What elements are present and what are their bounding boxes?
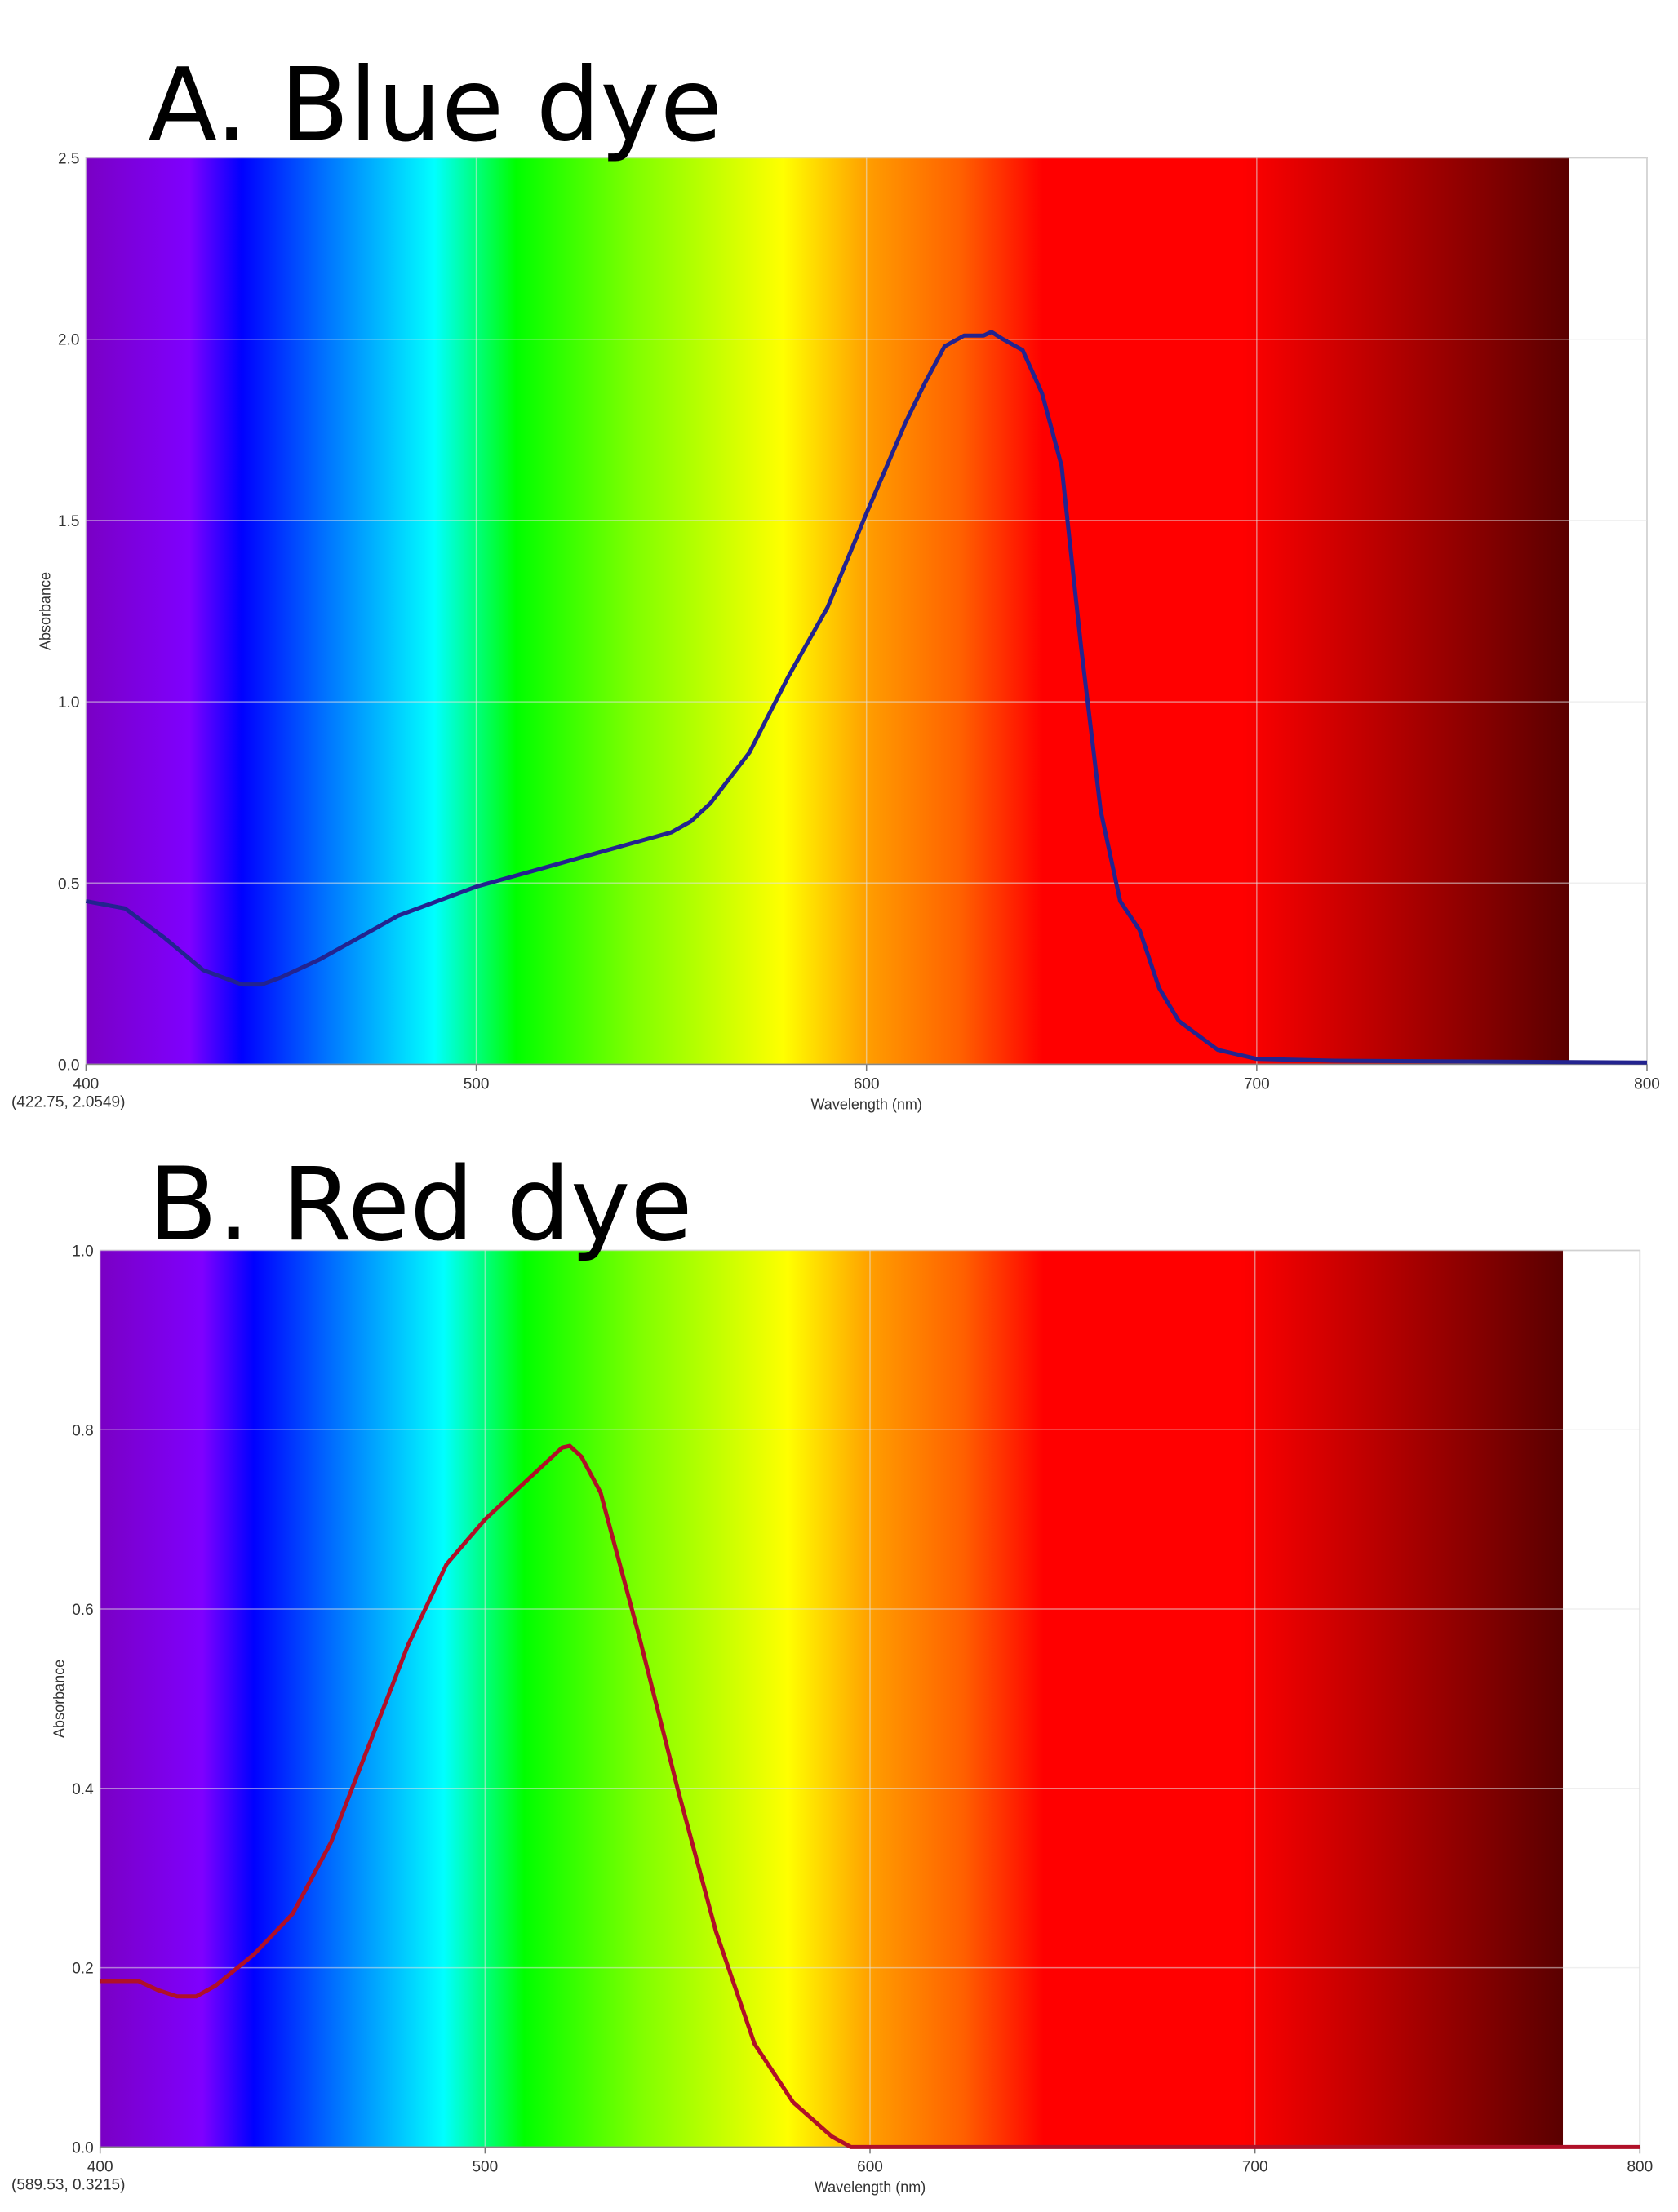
x-tick-label: 700 bbox=[1242, 2158, 1268, 2175]
y-tick-label: 2.5 bbox=[58, 151, 79, 168]
y-tick-label: 0.4 bbox=[72, 1781, 94, 1798]
x-tick-label: 600 bbox=[854, 1075, 880, 1093]
x-axis-label: Wavelength (nm) bbox=[810, 1096, 921, 1112]
x-tick-label: 500 bbox=[464, 1075, 490, 1093]
y-tick-label: 0.8 bbox=[72, 1422, 93, 1439]
y-axis-label: Absorbance bbox=[37, 572, 53, 650]
spectrum-band bbox=[100, 1250, 1564, 2148]
x-axis-label: Wavelength (nm) bbox=[815, 2179, 926, 2195]
y-tick-label: 2.0 bbox=[58, 332, 79, 349]
y-tick-label: 1.0 bbox=[72, 1243, 93, 1260]
x-tick-label: 400 bbox=[73, 1075, 100, 1093]
cursor-readout: (589.53, 0.3215) bbox=[11, 2176, 125, 2193]
x-tick-label: 400 bbox=[87, 2158, 113, 2175]
x-tick-label: 500 bbox=[472, 2158, 498, 2175]
y-tick-label: 0.6 bbox=[72, 1602, 93, 1619]
chart-title: B. Red dye bbox=[148, 1146, 692, 1264]
x-tick-label: 600 bbox=[857, 2158, 883, 2175]
y-tick-label: 0.0 bbox=[58, 1057, 79, 1074]
x-tick-label: 800 bbox=[1634, 1075, 1660, 1093]
x-tick-label: 700 bbox=[1244, 1075, 1270, 1093]
x-tick-label: 800 bbox=[1627, 2158, 1653, 2175]
y-tick-label: 0.2 bbox=[72, 1961, 93, 1978]
y-tick-label: 0.5 bbox=[58, 875, 79, 893]
line bbox=[85, 330, 1648, 1065]
cursor-readout: (422.75, 2.0549) bbox=[11, 1093, 125, 1110]
line bbox=[100, 1443, 1640, 2149]
y-tick-label: 0.0 bbox=[72, 2139, 93, 2157]
y-axis-label: Absorbance bbox=[51, 1660, 68, 1738]
chart-title: A. Blue dye bbox=[148, 47, 722, 165]
y-tick-label: 1.0 bbox=[58, 694, 79, 711]
y-tick-label: 1.5 bbox=[58, 513, 79, 530]
